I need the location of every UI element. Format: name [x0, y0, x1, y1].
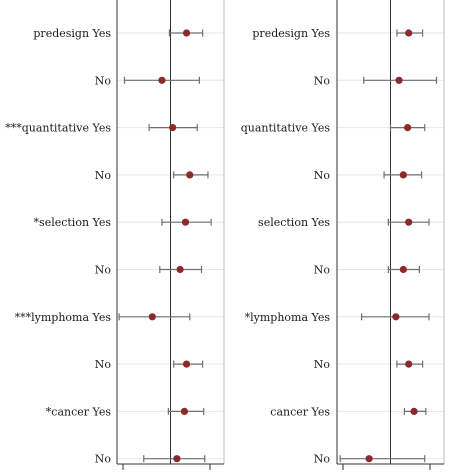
point-estimate: [181, 218, 190, 226]
row-label: No: [95, 74, 112, 87]
row-label: No: [314, 264, 331, 277]
point-estimate: [182, 29, 191, 37]
row-label: *selection Yes: [34, 216, 112, 229]
row-label: quantitative Yes: [241, 122, 331, 135]
point-estimate: [399, 171, 407, 179]
point-estimate: [404, 124, 412, 132]
row-label: No: [95, 169, 112, 182]
point-estimate: [405, 218, 413, 226]
row-label: No: [95, 264, 112, 277]
row-label: No: [314, 358, 331, 371]
point-estimate: [186, 171, 194, 179]
point-estimate: [405, 29, 413, 37]
point-estimate: [399, 265, 407, 274]
point-estimate: [158, 76, 166, 84]
point-estimate: [169, 124, 177, 132]
row-label: predesign Yes: [252, 27, 330, 40]
row-label: No: [314, 169, 331, 182]
point-estimate: [405, 360, 413, 368]
row-label: selection Yes: [258, 216, 330, 229]
point-estimate: [182, 360, 191, 368]
row-label: ***quantitative Yes: [5, 122, 111, 135]
row-label: No: [314, 74, 331, 87]
row-label: cancer Yes: [270, 405, 330, 418]
row-label: ***lymphoma Yes: [15, 311, 112, 324]
row-label: *cancer Yes: [46, 405, 112, 418]
point-estimate: [148, 313, 156, 321]
point-estimate: [365, 455, 373, 463]
point-estimate: [173, 455, 181, 463]
row-label: *lymphoma Yes: [245, 311, 331, 324]
row-label: No: [314, 453, 331, 466]
point-estimate: [392, 313, 400, 321]
point-estimate: [410, 407, 418, 415]
point-estimate: [395, 76, 403, 84]
point-estimate: [180, 407, 189, 415]
forest-panel-2: predesign Yes No quantitative Yes No selecti…: [241, 0, 445, 470]
row-label: No: [95, 358, 112, 371]
row-label: No: [95, 453, 112, 466]
row-label: predesign Yes: [33, 27, 111, 40]
forest-panel-1: predesign Yes No ***quantitative Yes No *sel…: [5, 0, 225, 470]
point-estimate: [176, 265, 184, 274]
